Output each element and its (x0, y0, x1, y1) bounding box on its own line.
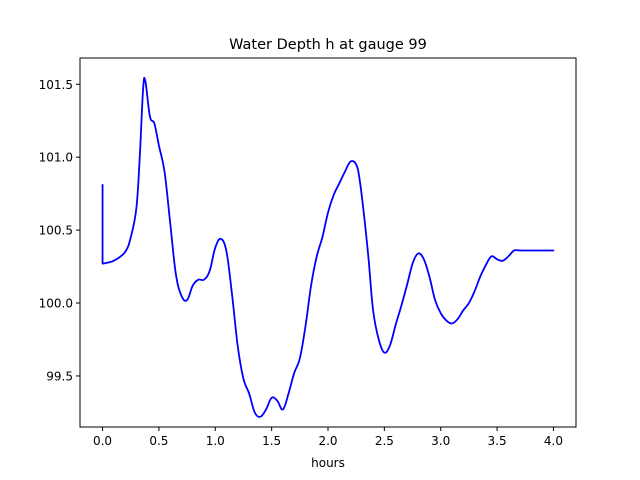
x-tick-label: 3.0 (431, 434, 450, 448)
series-line (101, 76, 555, 418)
x-tick-label: 2.0 (318, 434, 337, 448)
x-tick-label: 2.5 (375, 434, 394, 448)
x-tick-label: 3.5 (488, 434, 507, 448)
y-tick-label: 99.5 (46, 369, 73, 383)
x-tick-label: 4.0 (544, 434, 563, 448)
y-tick-label: 100.0 (39, 297, 73, 311)
x-tick-label: 1.0 (206, 434, 225, 448)
x-tick-label: 1.5 (262, 434, 281, 448)
x-axis-label: hours (311, 456, 345, 470)
x-tick-label: 0.0 (93, 434, 112, 448)
plot-area (80, 58, 576, 427)
x-tick-label: 0.5 (149, 434, 168, 448)
plot-frame (79, 57, 577, 428)
y-tick-label: 100.5 (39, 224, 73, 238)
y-tick-label: 101.5 (39, 78, 73, 92)
y-axis-ticks: 99.5 100.0 100.5 101.0 101.5 (39, 78, 80, 383)
x-axis-ticks: 0.0 0.5 1.0 1.5 2.0 2.5 3.0 3.5 4.0 (93, 427, 563, 448)
chart-title: Water Depth h at gauge 99 (229, 37, 427, 53)
y-tick-label: 101.0 (39, 151, 73, 165)
